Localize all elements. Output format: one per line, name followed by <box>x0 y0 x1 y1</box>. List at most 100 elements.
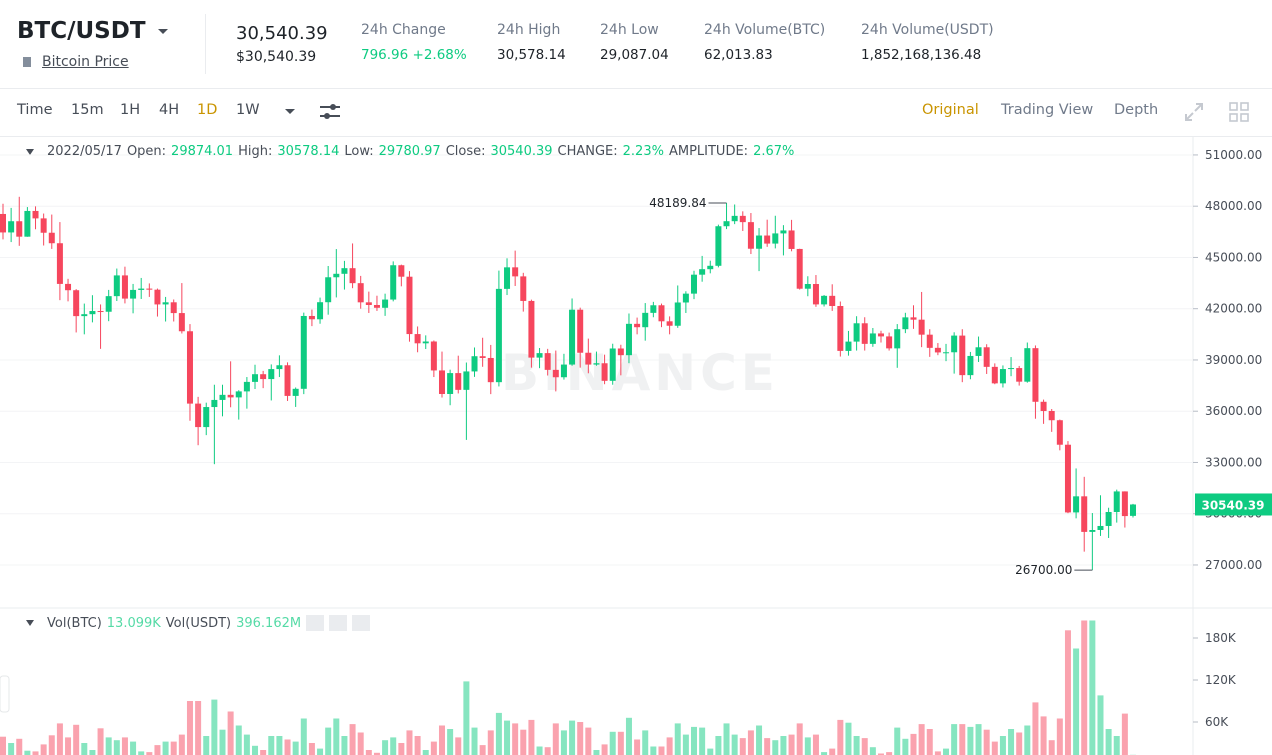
volume-bar <box>382 740 389 755</box>
volume-bar <box>715 736 722 755</box>
volume-bar <box>373 752 380 755</box>
candle-body <box>967 355 974 376</box>
candle-body <box>625 323 632 356</box>
fullscreen-icon[interactable] <box>1184 102 1204 122</box>
volume-bar <box>910 733 917 755</box>
candle-body <box>691 274 698 294</box>
legend-value: 30540.39 <box>490 144 553 159</box>
candle-body <box>804 284 811 289</box>
volume-bar <box>943 748 950 755</box>
volume-bar <box>812 734 819 755</box>
candle-body <box>512 267 519 277</box>
volume-bar <box>829 748 836 755</box>
last-price-usd: $30,540.39 <box>236 49 317 65</box>
candle-body <box>552 369 559 378</box>
volume-bar <box>65 737 72 755</box>
interval[interactable]: Time <box>17 102 53 118</box>
candle-body <box>926 334 933 348</box>
volume-bar <box>203 736 210 755</box>
y-tick-label: 60K <box>1205 715 1229 729</box>
candle-body <box>292 388 299 396</box>
volume-bar <box>528 719 535 755</box>
y-tick-label: 120K <box>1205 673 1237 687</box>
candle-body <box>398 265 405 277</box>
candle-body <box>89 311 96 315</box>
interval[interactable]: 1D <box>197 102 218 118</box>
candle-body <box>455 373 462 390</box>
candle-body <box>772 233 779 244</box>
stat-label: 24h Volume(USDT) <box>861 22 994 38</box>
interval[interactable]: 4H <box>159 102 180 118</box>
legend-toggle[interactable] <box>26 149 34 155</box>
candle-body <box>999 369 1006 384</box>
candle-body <box>764 235 771 244</box>
candle-body <box>252 374 259 382</box>
volume-bar <box>479 745 486 755</box>
candle-body <box>504 267 511 289</box>
candle-body <box>105 296 112 312</box>
candle-body <box>853 323 860 342</box>
volume-bar <box>292 741 299 755</box>
layout-icon[interactable] <box>1229 102 1249 122</box>
legend-value: 2.23% <box>622 144 664 159</box>
volume-bar <box>1113 736 1120 755</box>
candle-body <box>796 248 803 289</box>
candle-body <box>81 314 88 317</box>
stat-value: 30,578.14 <box>497 47 566 63</box>
volume-bar <box>243 734 250 755</box>
candle-body <box>1064 444 1071 513</box>
volume-bar <box>1105 729 1112 755</box>
eye-button[interactable] <box>306 615 325 631</box>
candle-body <box>317 302 324 320</box>
volume-bar <box>341 736 348 755</box>
candle-body <box>414 334 421 344</box>
candle-body <box>430 341 437 371</box>
pair[interactable]: BTC/USDT <box>17 18 146 44</box>
volume-toggle[interactable] <box>26 620 34 626</box>
coin-link[interactable]: Bitcoin Price <box>42 54 129 70</box>
candle-body <box>747 222 754 249</box>
candle-body <box>178 313 185 332</box>
candle-body <box>1097 525 1104 530</box>
volume-bar <box>780 736 787 755</box>
view-tab[interactable]: Original <box>922 102 979 118</box>
volume-bar <box>504 720 511 755</box>
volume-bar <box>471 727 478 755</box>
volume-bar <box>869 747 876 755</box>
more-intervals[interactable] <box>284 108 296 116</box>
candle-body <box>983 347 990 367</box>
candle-body <box>951 335 958 353</box>
volume-bar <box>8 743 15 755</box>
volume-bar <box>447 729 454 755</box>
volume-bar <box>438 725 445 755</box>
volume-bar <box>1016 732 1023 755</box>
candle-body <box>65 283 72 291</box>
y-tick-label: 39000.00 <box>1205 353 1262 367</box>
candle-body <box>260 374 267 380</box>
candle-body <box>560 364 567 378</box>
volume-bar <box>495 712 502 755</box>
stat-label: 24h Low <box>600 22 659 38</box>
candle-body <box>918 319 925 335</box>
side-handle[interactable] <box>0 675 10 713</box>
interval[interactable]: 1W <box>236 102 260 118</box>
view-tab[interactable]: Trading View <box>1001 102 1094 118</box>
candle-body <box>308 315 315 320</box>
pair-dropdown[interactable] <box>157 28 169 36</box>
settings-icon[interactable] <box>319 102 341 122</box>
volume-bar <box>1024 725 1031 755</box>
candle-body <box>666 321 673 326</box>
candle-body <box>959 335 966 376</box>
volume-bar <box>699 727 706 755</box>
close-button[interactable] <box>352 615 371 631</box>
candle-body <box>365 302 372 305</box>
interval[interactable]: 15m <box>71 102 104 118</box>
volume-label: Vol(USDT) <box>165 615 232 631</box>
interval[interactable]: 1H <box>120 102 141 118</box>
settings-button[interactable] <box>329 615 348 631</box>
candle-body <box>243 381 250 392</box>
view-tab[interactable]: Depth <box>1114 102 1159 118</box>
volume-bar <box>195 701 202 755</box>
candle-body <box>715 226 722 266</box>
